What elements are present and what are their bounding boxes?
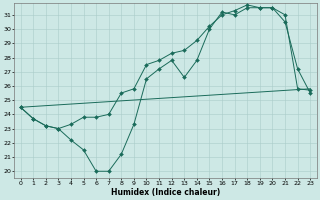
X-axis label: Humidex (Indice chaleur): Humidex (Indice chaleur) — [111, 188, 220, 197]
